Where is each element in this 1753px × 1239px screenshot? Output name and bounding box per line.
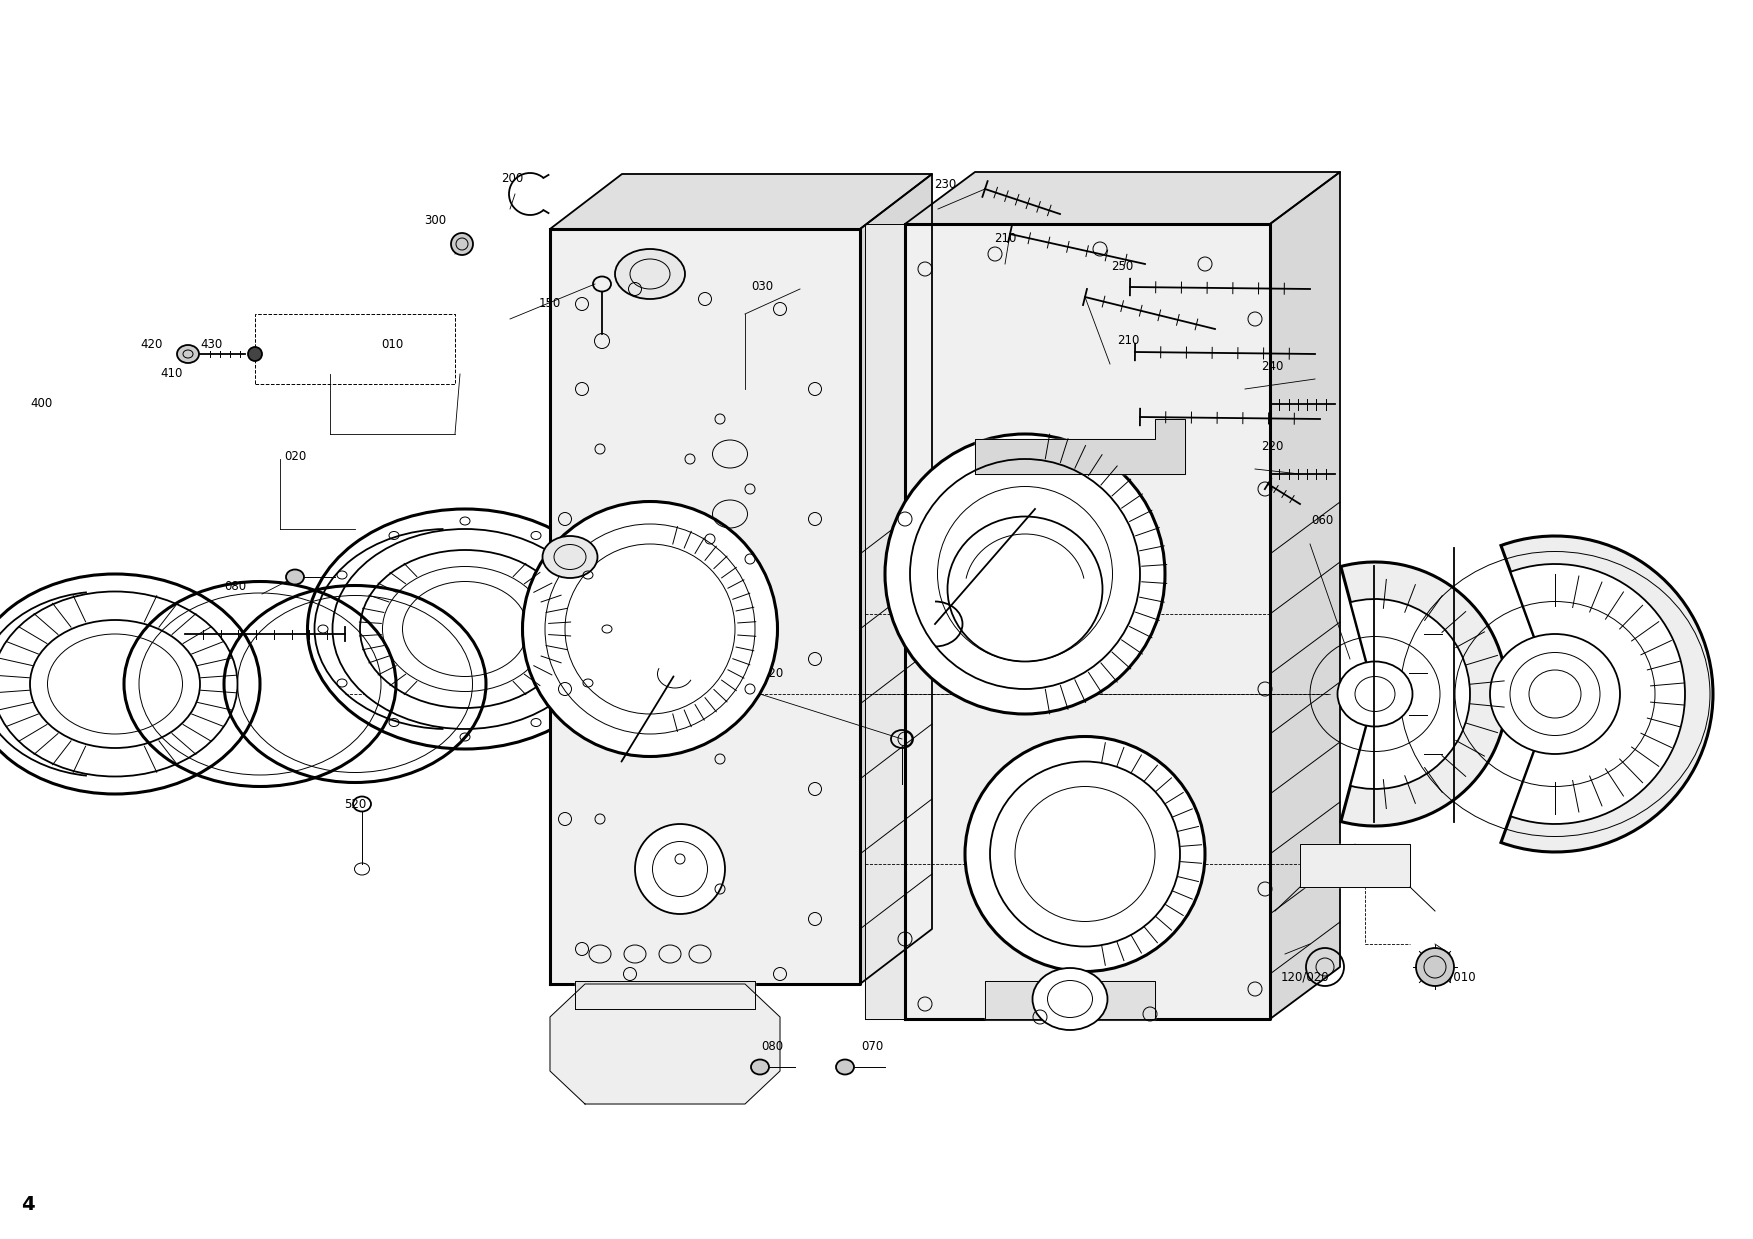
Text: 060: 060 <box>1311 514 1332 528</box>
Polygon shape <box>975 419 1185 475</box>
Ellipse shape <box>30 620 200 748</box>
Polygon shape <box>550 984 780 1104</box>
Polygon shape <box>1301 844 1409 887</box>
Polygon shape <box>985 981 1155 1018</box>
Text: 210: 210 <box>1117 335 1139 347</box>
Ellipse shape <box>1416 948 1453 986</box>
Text: 150: 150 <box>538 297 561 311</box>
Ellipse shape <box>522 502 778 757</box>
Text: 230: 230 <box>934 177 955 191</box>
Text: 050: 050 <box>1588 582 1611 596</box>
Text: 420: 420 <box>140 337 163 351</box>
Ellipse shape <box>0 574 259 794</box>
Wedge shape <box>1511 564 1685 824</box>
Ellipse shape <box>177 344 200 363</box>
Ellipse shape <box>542 536 598 579</box>
Ellipse shape <box>451 233 473 255</box>
Ellipse shape <box>333 529 598 729</box>
Ellipse shape <box>750 1059 770 1074</box>
Ellipse shape <box>885 434 1166 714</box>
Ellipse shape <box>1490 634 1620 755</box>
Text: 210: 210 <box>994 233 1017 245</box>
Wedge shape <box>1501 536 1713 852</box>
Text: 030: 030 <box>750 280 773 294</box>
Ellipse shape <box>307 509 622 750</box>
Polygon shape <box>905 172 1339 224</box>
Text: 250: 250 <box>1111 260 1132 274</box>
Polygon shape <box>550 229 861 984</box>
Ellipse shape <box>403 581 528 676</box>
Text: 010: 010 <box>380 337 403 351</box>
Ellipse shape <box>382 566 547 691</box>
Text: 120/020: 120/020 <box>1281 970 1329 984</box>
Text: 120: 120 <box>1345 850 1366 864</box>
Ellipse shape <box>247 347 261 361</box>
Polygon shape <box>864 224 905 1018</box>
Ellipse shape <box>964 736 1204 971</box>
Text: 200: 200 <box>501 172 522 186</box>
Text: 070: 070 <box>861 1041 884 1053</box>
Polygon shape <box>1269 172 1339 1018</box>
Wedge shape <box>1350 598 1471 789</box>
Ellipse shape <box>47 634 182 733</box>
Ellipse shape <box>1338 662 1413 726</box>
Text: 250: 250 <box>163 611 186 623</box>
Text: 080: 080 <box>761 1041 784 1053</box>
Text: 4: 4 <box>21 1194 35 1213</box>
Polygon shape <box>550 173 933 229</box>
Wedge shape <box>1341 563 1508 826</box>
Text: 430: 430 <box>202 337 223 351</box>
Text: 320: 320 <box>761 668 784 680</box>
Ellipse shape <box>836 1059 854 1074</box>
Polygon shape <box>861 173 933 984</box>
Text: 220: 220 <box>1260 441 1283 453</box>
Text: 520: 520 <box>344 798 366 810</box>
Ellipse shape <box>1033 968 1108 1030</box>
Text: 080: 080 <box>224 581 245 593</box>
Ellipse shape <box>359 550 570 707</box>
Text: 410: 410 <box>161 368 182 380</box>
Ellipse shape <box>615 249 685 299</box>
Text: 120/010: 120/010 <box>1427 970 1476 984</box>
Ellipse shape <box>286 570 303 585</box>
Text: 300: 300 <box>424 214 445 228</box>
Ellipse shape <box>635 824 726 914</box>
Text: 020: 020 <box>284 451 307 463</box>
Polygon shape <box>575 981 756 1009</box>
Polygon shape <box>905 224 1269 1018</box>
Text: 400: 400 <box>32 398 53 410</box>
Text: 240: 240 <box>1260 361 1283 373</box>
Ellipse shape <box>0 591 237 777</box>
